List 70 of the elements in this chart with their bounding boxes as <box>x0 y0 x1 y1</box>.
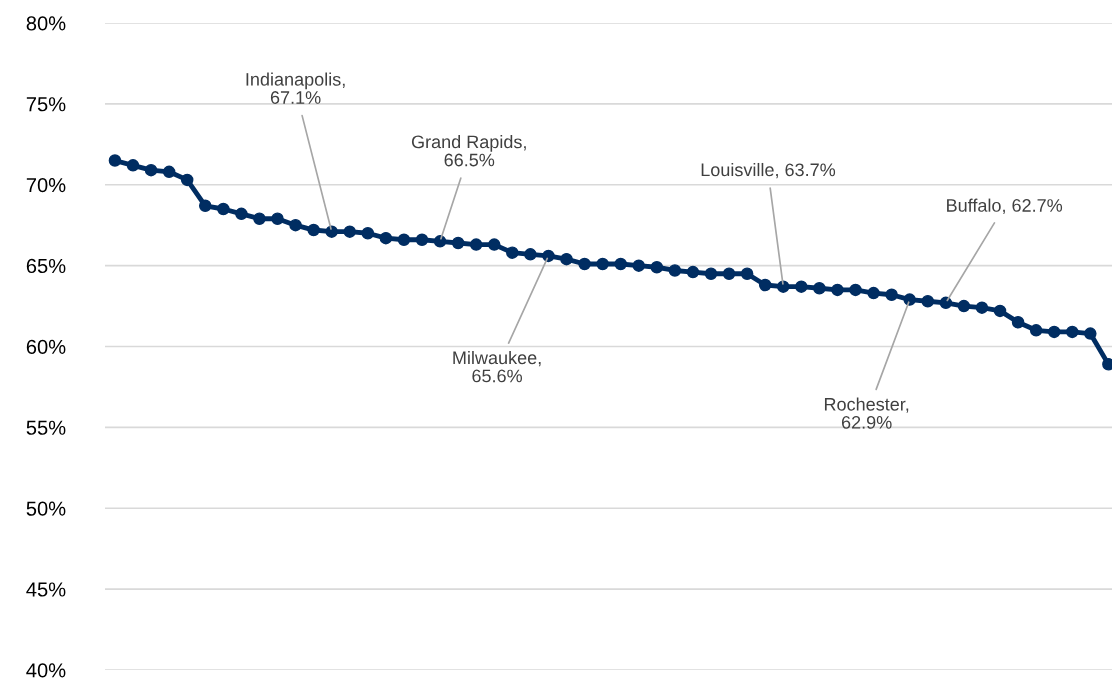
point <box>180 173 194 187</box>
point <box>307 223 320 237</box>
point <box>1066 325 1079 339</box>
y-tick-label: 80% <box>26 16 66 31</box>
point <box>903 293 916 306</box>
y-tick-label: 40% <box>26 663 66 678</box>
point <box>614 257 627 271</box>
point <box>524 248 537 261</box>
point <box>235 207 248 221</box>
point <box>397 233 411 246</box>
point <box>144 163 158 177</box>
y-tick-label: 60% <box>26 339 66 354</box>
point <box>849 283 862 297</box>
y-tick-label: 45% <box>26 582 66 597</box>
point <box>993 304 1007 318</box>
point <box>777 280 790 293</box>
point <box>939 296 953 310</box>
point <box>506 246 519 259</box>
annotation: Buffalo, 62.7% <box>947 198 1063 214</box>
point <box>343 225 357 238</box>
point <box>415 233 429 246</box>
point <box>668 264 682 277</box>
point <box>325 225 338 238</box>
point <box>957 299 971 313</box>
annotation: Louisville, 63.7% <box>701 162 836 179</box>
point <box>596 257 609 271</box>
point <box>632 259 646 272</box>
point <box>686 265 700 279</box>
y-tick-label: 50% <box>26 501 66 516</box>
point <box>162 165 176 179</box>
point <box>758 278 772 292</box>
point <box>975 301 989 314</box>
point <box>704 267 718 280</box>
annotation: Milwaukee, 65.6% <box>453 350 541 383</box>
y-tick-label: 65% <box>26 258 66 274</box>
point <box>361 227 375 240</box>
point <box>433 235 447 248</box>
point <box>560 252 573 266</box>
point <box>921 294 935 308</box>
point <box>722 267 736 280</box>
point <box>488 238 501 251</box>
point <box>813 282 826 295</box>
point <box>469 238 483 251</box>
point <box>451 236 465 250</box>
y-tick-label: 75% <box>26 97 66 112</box>
y-tick-label: 55% <box>26 420 66 435</box>
point <box>740 267 754 280</box>
point <box>1047 325 1061 339</box>
point <box>126 159 140 172</box>
point <box>289 218 302 232</box>
point <box>650 260 664 274</box>
y-tick-label: 70% <box>26 177 66 193</box>
point <box>1084 327 1097 340</box>
annotation: Grand Rapids, 66.5% <box>411 134 526 167</box>
point <box>542 249 555 263</box>
point <box>198 199 212 213</box>
point <box>108 154 122 167</box>
point <box>271 212 284 225</box>
annotation: Rochester, 62.9% <box>824 397 909 429</box>
point <box>867 286 880 300</box>
point <box>253 212 266 225</box>
point <box>795 280 808 293</box>
point <box>217 202 230 216</box>
annotation: Indianapolis, 67.1% <box>246 72 345 104</box>
point <box>1029 324 1043 337</box>
point <box>379 231 393 245</box>
point <box>1011 315 1025 329</box>
point <box>578 257 591 271</box>
point <box>831 283 844 297</box>
point <box>885 288 898 301</box>
